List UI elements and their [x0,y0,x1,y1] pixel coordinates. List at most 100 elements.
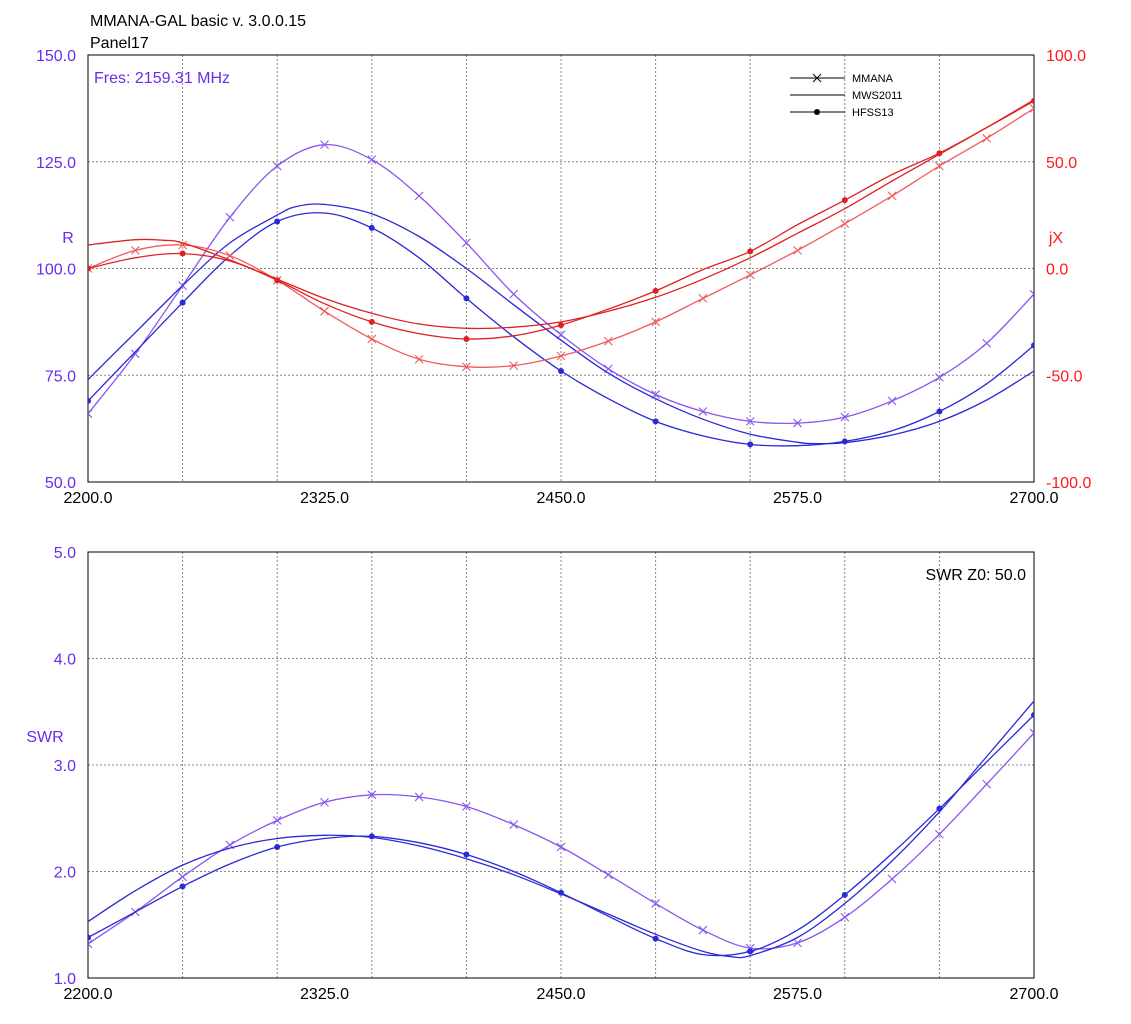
right-tick-label: 100.0 [1046,48,1086,65]
x-tick-label: 2575.0 [773,986,822,1003]
data-point-x-marker [462,362,471,372]
legend: MMANA MWS2011 HFSS13 [790,73,903,119]
x-tick-label: 2200.0 [64,986,113,1003]
data-point-dot-marker [841,438,848,445]
data-point-dot-marker [558,322,564,329]
data-point-x-marker [982,338,992,348]
data-point-x-marker [793,938,802,948]
data-point-x-marker [887,874,897,884]
series-line-jx-none [88,99,1034,330]
left-tick-label: 4.0 [54,652,76,669]
data-point-x-marker [556,351,566,361]
data-point-x-marker [603,336,613,346]
data-point-x-marker [414,191,424,201]
left-axis-label: R [62,230,74,247]
data-point-x-marker [935,372,944,382]
swr-chart: 2200.0 2325.0 2450.0 2575.0 2700.0 5.0 4.0 3.0 2… [26,545,1058,1003]
data-point-x-marker [272,161,282,171]
left-tick-label: 150.0 [36,48,76,65]
data-point-dot-marker [747,248,754,255]
right-tick-label: -100.0 [1046,475,1091,492]
data-point-x-marker [509,361,519,371]
data-point-x-marker [651,899,660,908]
legend-entry: MWS2011 [852,90,903,102]
x-tick-label: 2325.0 [300,986,349,1003]
data-point-x-marker [367,790,377,800]
data-point-dot-marker [274,277,281,284]
data-point-x-marker [462,802,471,811]
series-layer [88,700,1034,959]
data-point-x-marker [745,270,755,280]
data-point-x-marker [178,872,187,882]
data-point-x-marker [698,925,708,935]
data-point-dot-marker [179,250,186,257]
data-point-x-marker [603,870,613,880]
data-point-x-marker [88,264,93,273]
data-point-x-marker [272,815,282,825]
data-point-x-marker [935,829,944,839]
data-point-x-marker [88,409,93,419]
data-point-x-marker [887,396,897,406]
legend-entry: HFSS13 [852,107,894,119]
data-point-dot-marker [936,150,943,157]
data-point-dot-marker [558,367,564,374]
data-point-x-marker [982,779,992,789]
chart-annotation: Fres: 2159.31 MHz [94,70,230,87]
data-point-x-marker [367,155,377,165]
right-tick-label: 0.0 [1046,262,1068,279]
series-line-r-none [88,203,1034,445]
data-point-x-marker [556,842,566,852]
left-tick-label: 5.0 [54,545,76,562]
left-tick-label: 50.0 [45,475,76,492]
data-point-dot-marker [652,935,659,942]
data-point-x-marker [793,245,802,255]
data-point-x-marker [88,939,93,949]
legend-entry: MMANA [852,73,894,85]
data-point-dot-marker [1031,97,1034,104]
x-tick-label: 2700.0 [1010,490,1059,507]
left-tick-label: 125.0 [36,155,76,172]
left-tick-label: 100.0 [36,262,76,279]
right-tick-label: 50.0 [1046,155,1077,172]
data-point-x-marker [414,792,424,802]
data-point-dot-marker [368,318,375,325]
data-point-dot-marker [463,851,470,858]
data-point-dot-marker [841,197,848,204]
data-point-dot-marker [88,397,91,404]
data-point-x-marker [651,317,660,327]
x-tick-label: 2700.0 [1010,986,1059,1003]
data-point-x-marker [840,219,850,229]
data-point-dot-marker [841,891,848,898]
data-point-dot-marker [558,889,564,896]
series-layer [88,97,1034,448]
data-point-x-marker [698,407,708,416]
data-point-x-marker [320,306,329,316]
series-line-swr-none [88,700,1034,959]
data-point-dot-marker [936,805,943,812]
data-point-x-marker [982,133,992,143]
data-point-x-marker [130,349,140,359]
data-point-dot-marker [936,408,943,415]
data-point-x-marker [462,238,471,248]
left-tick-label: 2.0 [54,865,76,882]
data-point-dot-marker [652,418,659,425]
data-point-dot-marker [463,335,470,342]
data-point-x-marker [509,289,519,299]
data-point-x-marker [225,212,235,222]
data-point-x-marker [1029,289,1034,299]
data-point-x-marker [698,294,708,303]
data-point-dot-marker [1031,711,1034,718]
data-point-dot-marker [463,295,470,302]
data-point-x-marker [509,820,519,830]
data-point-x-marker [1029,728,1034,738]
data-point-x-marker [320,140,329,150]
data-point-dot-marker [368,224,375,231]
series-line-swr-dot [88,714,1034,957]
x-tick-label: 2450.0 [537,490,586,507]
data-point-x-marker [935,161,944,171]
data-point-x-marker [840,912,850,922]
data-point-dot-marker [747,441,754,448]
left-tick-label: 1.0 [54,971,76,988]
data-point-dot-marker [1031,342,1034,349]
data-point-dot-marker [747,948,754,955]
